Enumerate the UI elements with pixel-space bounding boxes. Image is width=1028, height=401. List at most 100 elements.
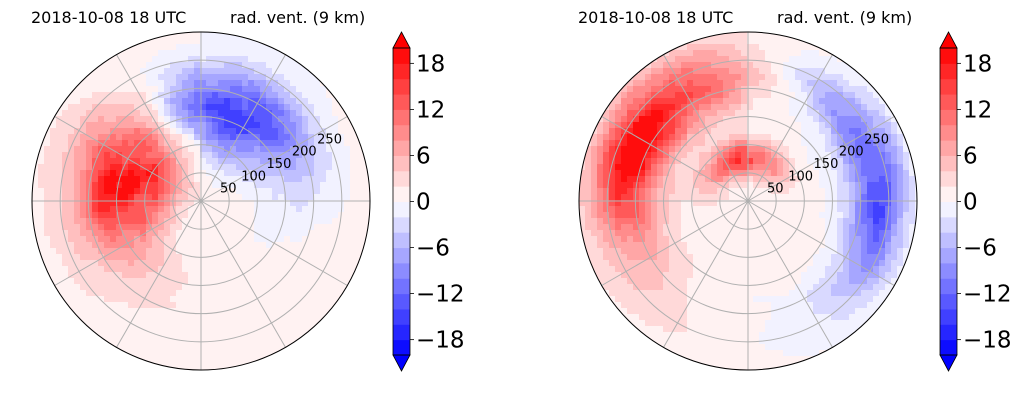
field-cell — [837, 224, 844, 231]
field-cell — [74, 308, 81, 315]
field-cell — [717, 236, 724, 243]
field-cell — [591, 146, 598, 153]
field-cell — [837, 290, 844, 297]
field-cell — [813, 290, 820, 297]
field-cell — [176, 32, 183, 39]
field-cell — [164, 356, 171, 363]
field-cell — [645, 182, 652, 189]
field-cell — [158, 332, 165, 339]
field-cell — [44, 254, 51, 261]
field-cell — [104, 110, 111, 117]
field-cell — [687, 140, 694, 147]
field-cell — [134, 164, 141, 171]
field-cell — [699, 164, 706, 171]
field-cell — [278, 62, 285, 69]
field-cell — [693, 86, 700, 93]
field-cell — [879, 206, 886, 213]
field-cell — [308, 194, 315, 201]
field-cell — [693, 224, 700, 231]
field-cell — [669, 284, 676, 291]
field-cell — [248, 272, 255, 279]
field-cell — [789, 128, 796, 135]
field-cell — [639, 302, 646, 309]
field-cell — [753, 38, 760, 45]
field-cell — [651, 194, 658, 201]
field-cell — [765, 200, 772, 207]
field-cell — [909, 164, 916, 171]
field-cell — [80, 170, 87, 177]
field-cell — [849, 152, 856, 159]
field-cell — [194, 242, 201, 249]
field-cell — [849, 200, 856, 207]
field-cell — [609, 182, 616, 189]
field-cell — [741, 74, 748, 81]
field-cell — [705, 152, 712, 159]
field-cell — [669, 56, 676, 63]
field-cell — [158, 140, 165, 147]
field-cell — [320, 140, 327, 147]
field-cell — [753, 302, 760, 309]
field-cell — [891, 290, 898, 297]
field-cell — [86, 92, 93, 99]
field-cell — [585, 176, 592, 183]
field-cell — [200, 140, 207, 147]
field-cell — [284, 260, 291, 267]
field-cell — [338, 266, 345, 273]
field-cell — [218, 62, 225, 69]
field-cell — [152, 134, 159, 141]
field-cell — [266, 134, 273, 141]
field-cell — [200, 188, 207, 195]
field-cell — [182, 320, 189, 327]
field-cell — [68, 230, 75, 237]
field-cell — [206, 284, 213, 291]
field-cell — [765, 254, 772, 261]
field-cell — [591, 248, 598, 255]
azimuth-gridline — [200, 200, 286, 348]
field-cell — [176, 278, 183, 285]
field-cell — [176, 344, 183, 351]
field-cell — [675, 254, 682, 261]
field-cell — [332, 218, 339, 225]
field-cell — [663, 230, 670, 237]
field-cell — [68, 236, 75, 243]
field-cell — [849, 68, 856, 75]
field-cell — [837, 302, 844, 309]
field-cell — [897, 212, 904, 219]
field-cell — [675, 236, 682, 243]
field-cell — [146, 104, 153, 111]
field-cell — [783, 128, 790, 135]
field-cell — [194, 308, 201, 315]
field-cell — [332, 236, 339, 243]
field-cell — [128, 140, 135, 147]
field-cell — [675, 116, 682, 123]
field-cell — [164, 152, 171, 159]
field-cell — [212, 146, 219, 153]
field-cell — [657, 272, 664, 279]
field-cell — [639, 200, 646, 207]
field-cell — [284, 236, 291, 243]
field-cell — [128, 230, 135, 237]
field-cell — [825, 56, 832, 63]
field-cell — [278, 242, 285, 249]
field-cell — [657, 254, 664, 261]
field-cell — [356, 176, 363, 183]
field-cell — [116, 332, 123, 339]
field-cell — [32, 236, 39, 243]
field-cell — [146, 218, 153, 225]
field-cell — [80, 176, 87, 183]
field-cell — [158, 314, 165, 321]
field-cell — [320, 152, 327, 159]
field-cell — [302, 146, 309, 153]
field-cell — [182, 146, 189, 153]
field-cell — [657, 80, 664, 87]
field-cell — [170, 158, 177, 165]
field-cell — [879, 134, 886, 141]
field-cell — [747, 116, 754, 123]
field-cell — [44, 200, 51, 207]
field-cell — [585, 224, 592, 231]
field-cell — [729, 200, 736, 207]
field-cell — [879, 176, 886, 183]
field-cell — [122, 314, 129, 321]
field-cell — [759, 92, 766, 99]
field-cell — [855, 296, 862, 303]
